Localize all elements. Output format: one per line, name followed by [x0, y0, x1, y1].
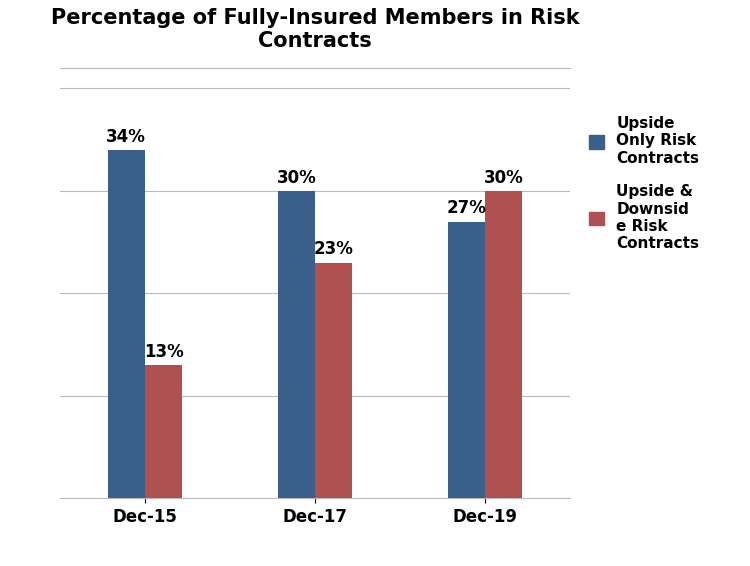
Bar	[278, 191, 315, 498]
Text: 27%: 27%	[446, 199, 486, 217]
Title: Percentage of Fully-Insured Members in Risk
Contracts: Percentage of Fully-Insured Members in R…	[51, 8, 579, 51]
Bar	[107, 150, 145, 498]
Text: 30%: 30%	[484, 169, 524, 187]
Bar	[448, 221, 485, 498]
Text: 23%: 23%	[314, 241, 354, 259]
Legend: Upside
Only Risk
Contracts, Upside &
Downsid
e Risk
Contracts: Upside Only Risk Contracts, Upside & Dow…	[583, 110, 706, 258]
Text: 13%: 13%	[144, 343, 184, 361]
Text: 34%: 34%	[106, 128, 146, 146]
Bar	[315, 263, 352, 498]
Text: 30%: 30%	[277, 169, 316, 187]
Bar	[145, 365, 182, 498]
Bar	[485, 191, 523, 498]
